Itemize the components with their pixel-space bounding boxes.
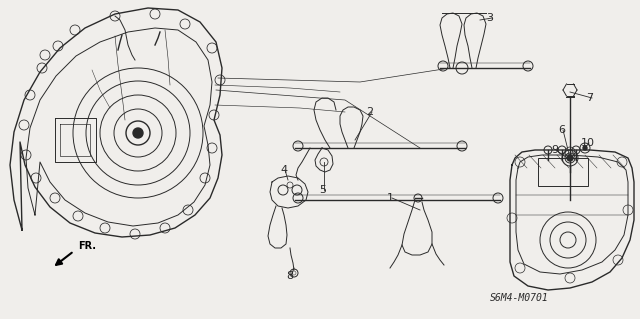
Circle shape	[583, 146, 587, 150]
Text: 6: 6	[559, 125, 566, 135]
Text: S6M4-M0701: S6M4-M0701	[490, 293, 548, 303]
Text: 5: 5	[319, 185, 326, 195]
Circle shape	[567, 155, 573, 161]
Text: 10: 10	[581, 138, 595, 148]
Circle shape	[133, 128, 143, 138]
Text: FR.: FR.	[78, 241, 96, 251]
Text: 4: 4	[280, 165, 287, 175]
Text: 8: 8	[287, 271, 294, 281]
Text: 3: 3	[486, 13, 493, 23]
Text: 1: 1	[387, 193, 394, 203]
Text: 2: 2	[367, 107, 374, 117]
Text: 9: 9	[552, 145, 559, 155]
Text: 7: 7	[586, 93, 593, 103]
Bar	[538, 158, 588, 186]
